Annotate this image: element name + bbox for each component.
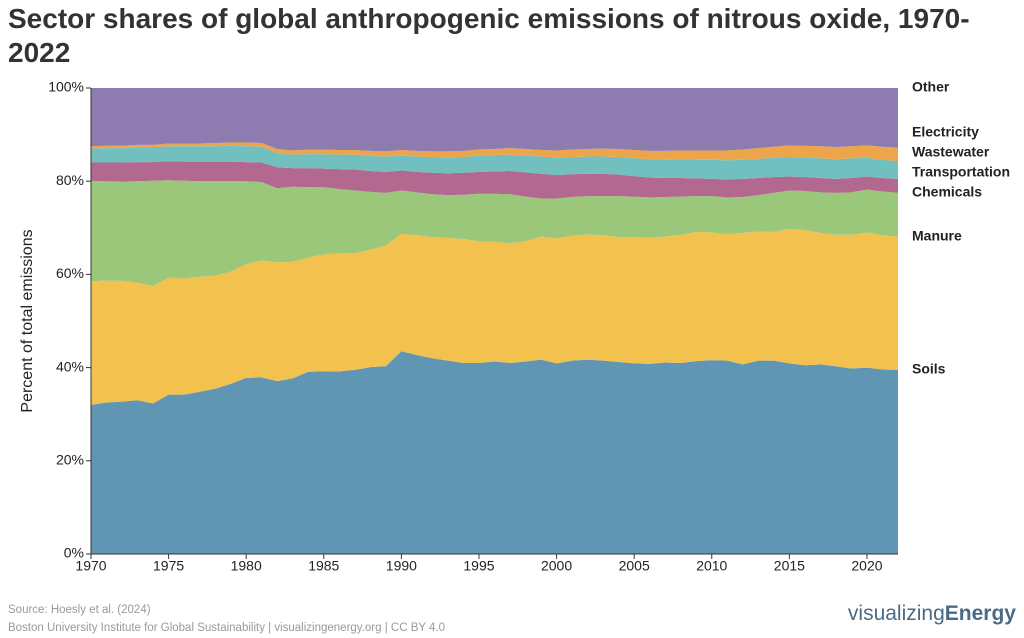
- area: [91, 351, 898, 554]
- brand-light: visualizing: [848, 602, 945, 625]
- x-tick-label: 2015: [774, 558, 805, 574]
- credit: Boston University Institute for Global S…: [8, 622, 445, 634]
- legend-label: Wastewater: [912, 144, 990, 160]
- y-tick-label: 60%: [56, 265, 84, 281]
- x-tick-label: 2005: [619, 558, 650, 574]
- brand-bold: Energy: [945, 602, 1017, 625]
- legend-label: Soils: [912, 361, 946, 377]
- x-tick-label: 1990: [386, 558, 417, 574]
- area: [91, 88, 898, 152]
- x-tick-label: 1985: [308, 558, 339, 574]
- area: [91, 180, 898, 287]
- x-tick-label: 1980: [231, 558, 262, 574]
- legend-label: Manure: [912, 227, 962, 243]
- y-tick-label: 100%: [48, 79, 84, 95]
- area: [91, 161, 898, 199]
- y-tick-label: 20%: [56, 452, 84, 468]
- legend-label: Chemicals: [912, 184, 982, 200]
- source: Source: Hoesly et al. (2024): [8, 604, 151, 616]
- legend-label: Transportation: [912, 164, 1010, 180]
- y-tick-label: 0%: [64, 545, 84, 561]
- area: [91, 142, 898, 162]
- x-tick-label: 2020: [851, 558, 882, 574]
- y-tick-label: 80%: [56, 172, 84, 188]
- x-tick-label: 1970: [75, 558, 106, 574]
- y-axis-label: Percent of total emissions: [19, 229, 36, 412]
- brand: visualizingEnergy: [848, 602, 1016, 625]
- x-tick-label: 1995: [463, 558, 494, 574]
- x-tick-label: 2000: [541, 558, 572, 574]
- legend-label: Electricity: [912, 124, 979, 140]
- area: [91, 228, 898, 405]
- area: [91, 145, 898, 180]
- chart-title: Sector shares of global anthropogenic em…: [8, 3, 970, 68]
- legend-label: Other: [912, 79, 950, 95]
- x-tick-label: 1975: [153, 558, 184, 574]
- y-tick-label: 40%: [56, 358, 84, 374]
- x-tick-label: 2010: [696, 558, 727, 574]
